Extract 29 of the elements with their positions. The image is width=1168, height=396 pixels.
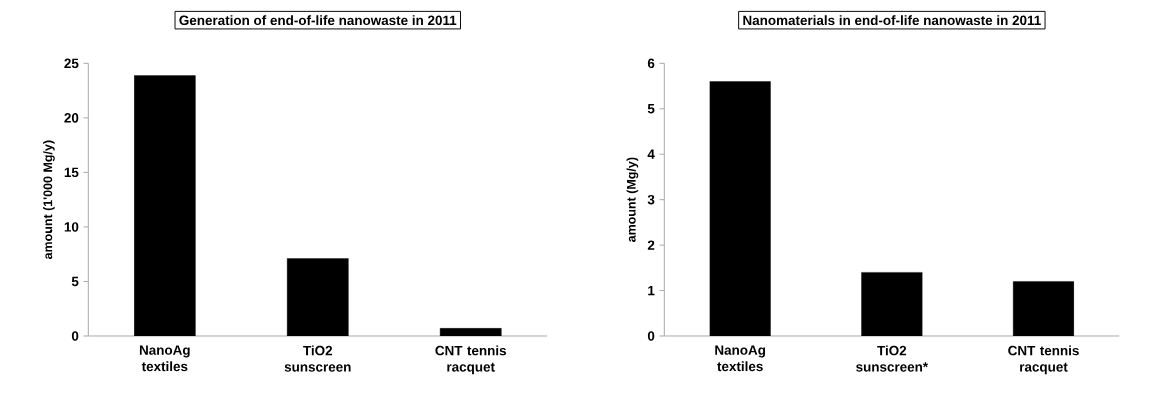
x-tick-label: CNT tennis racquet: [1008, 345, 1079, 375]
y-tick-label: 3: [647, 195, 655, 205]
x-tick-label: TiO2 sunscreen*: [856, 345, 929, 372]
bar: [1013, 281, 1075, 337]
y-tick-label: 5: [647, 104, 655, 114]
y-axis-title: amount (Mg/y): [626, 157, 639, 243]
y-tick-label: 4: [647, 149, 655, 160]
y-tick-label: 1: [648, 286, 655, 296]
y-axis-title: amount (1'000 Mg/y): [43, 140, 55, 260]
bar: [439, 328, 502, 337]
bar: [134, 75, 196, 337]
x-tick-label: TiO2 sunscreen: [284, 345, 351, 372]
x-tick-label: CNT tennis racquet: [435, 345, 507, 375]
bar: [709, 81, 771, 337]
x-tick-label: NanoAg textiles: [139, 345, 190, 372]
y-tick-label: 5: [71, 277, 79, 287]
bar: [286, 258, 349, 337]
chart-title: Generation of end-of-life nanowaste in 2011: [179, 15, 457, 26]
y-tick-label: 20: [64, 113, 79, 123]
y-tick-label: 6: [647, 58, 655, 69]
x-tick-label: NanoAg textiles: [715, 345, 766, 372]
y-tick-label: 2: [647, 240, 655, 251]
bar: [861, 272, 923, 337]
y-tick-label: 10: [64, 222, 79, 232]
y-tick-label: 15: [64, 167, 79, 178]
chart-title: Nanomaterials in end-of-life nanowaste in 2011: [743, 15, 1041, 26]
y-tick-label: 0: [647, 331, 655, 341]
y-tick-label: 0: [71, 331, 79, 341]
y-tick-label: 25: [64, 58, 79, 69]
